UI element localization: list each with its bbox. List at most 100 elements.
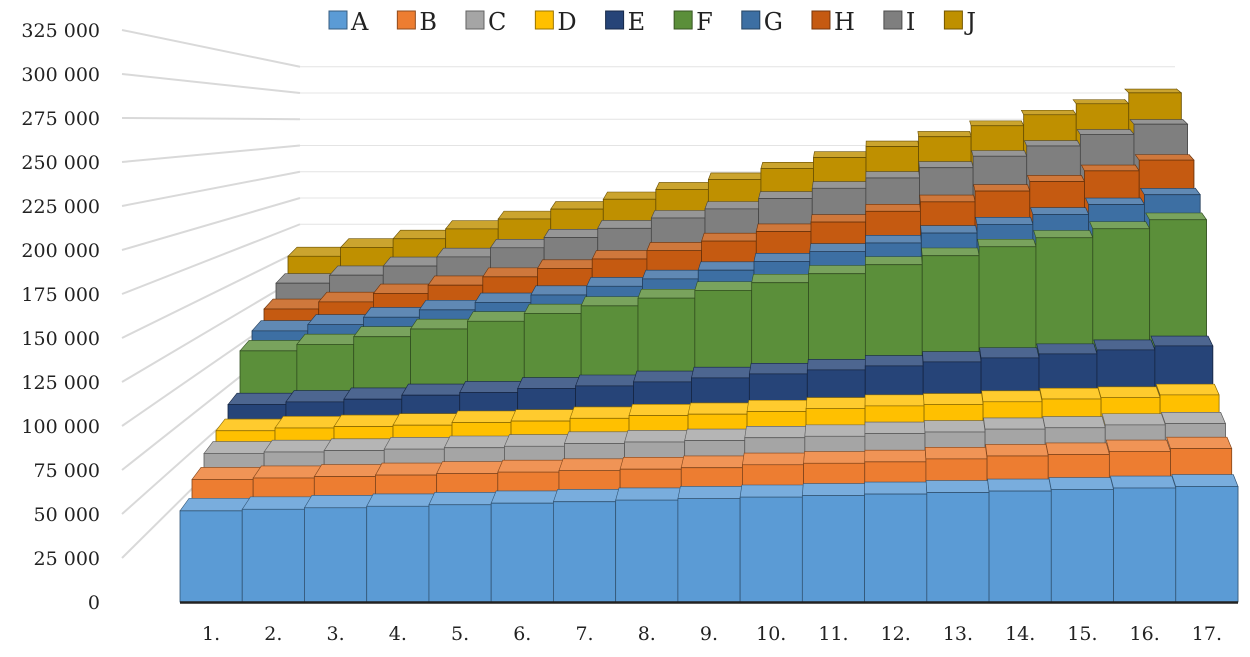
bar-top	[344, 388, 409, 399]
bar-top	[1090, 222, 1150, 229]
bar-top	[802, 484, 864, 496]
bar-top	[334, 415, 400, 427]
bar-top	[634, 371, 694, 382]
gridline-slanted	[122, 146, 300, 163]
bar-top	[647, 242, 704, 250]
bar-top	[976, 217, 1033, 224]
bar-top	[982, 391, 1043, 402]
bar-top	[341, 239, 401, 248]
bar-top	[393, 414, 458, 426]
bar-front	[1176, 486, 1238, 602]
bar-A-5.	[429, 492, 496, 602]
bar-top	[373, 284, 434, 293]
legend-label: C	[488, 8, 506, 36]
legend-label: E	[628, 8, 646, 36]
bar-A-11.	[802, 484, 864, 602]
legend-label: D	[557, 8, 576, 36]
legend-label: F	[696, 8, 713, 36]
bar-top	[804, 452, 865, 464]
bar-top	[252, 321, 316, 331]
bar-A-13.	[926, 481, 989, 602]
bar-top	[384, 437, 450, 449]
bar-top	[809, 265, 866, 273]
bar-top	[1024, 141, 1080, 146]
legend-swatch	[742, 11, 760, 29]
x-tick-label: 15.	[1067, 623, 1097, 645]
bar-top	[745, 426, 806, 437]
bar-front	[180, 511, 242, 602]
bar-top	[446, 221, 504, 229]
bar-top	[980, 348, 1039, 358]
bar-top	[375, 463, 442, 475]
bar-A-4.	[367, 494, 435, 602]
gridline-slanted	[122, 224, 300, 294]
bar-A-17.	[1172, 475, 1238, 602]
bar-top	[180, 498, 250, 510]
bar-top	[685, 429, 747, 441]
bar-top	[813, 152, 866, 158]
bar-top	[452, 411, 516, 422]
bar-front	[1051, 490, 1113, 602]
bar-top	[240, 340, 305, 350]
bar-top	[428, 276, 488, 285]
bar-top	[625, 430, 688, 442]
bar-top	[1102, 414, 1165, 425]
legend-label: B	[419, 8, 437, 36]
bar-top	[538, 260, 597, 269]
bar-top	[1106, 440, 1170, 451]
bar-top	[921, 226, 977, 233]
y-tick-label: 200 000	[21, 240, 100, 262]
bar-A-3.	[304, 495, 373, 602]
bar-top	[1167, 437, 1232, 448]
bar-top	[698, 262, 756, 270]
bar-top	[681, 456, 744, 468]
legend-item-F: F	[674, 8, 713, 36]
legend-item-E: E	[606, 8, 646, 36]
y-tick-label: 50 000	[34, 504, 100, 526]
x-tick-label: 6.	[513, 623, 531, 645]
bar-top	[411, 319, 474, 329]
bar-top	[1151, 336, 1213, 346]
bar-top	[1146, 213, 1207, 220]
bar-top	[922, 248, 980, 256]
legend-swatch	[884, 11, 902, 29]
x-tick-label: 3.	[327, 623, 345, 645]
y-tick-label: 225 000	[21, 196, 100, 218]
bar-top	[264, 440, 331, 452]
bar-top	[972, 151, 1027, 157]
x-tick-label: 5.	[451, 623, 469, 645]
bar-top	[1135, 155, 1194, 160]
y-tick-label: 100 000	[21, 416, 100, 438]
bar-top	[383, 257, 443, 266]
bar-top	[324, 439, 391, 451]
bar-top	[866, 235, 922, 243]
bar-A-14.	[988, 479, 1052, 602]
bar-top	[620, 457, 684, 469]
bar-top	[437, 248, 496, 257]
bar-top	[866, 141, 919, 147]
bar-top	[598, 220, 655, 228]
bar-top	[1031, 208, 1089, 215]
bar-top	[1034, 231, 1093, 238]
bar-A-6.	[491, 491, 557, 602]
legend-item-G: G	[742, 8, 783, 36]
bar-top	[749, 363, 808, 374]
bar-top	[276, 274, 338, 284]
bar-top	[1098, 387, 1160, 398]
bar-top	[204, 442, 272, 454]
bar-top	[807, 359, 865, 369]
bar-top	[984, 418, 1046, 429]
bar-top	[367, 494, 435, 506]
bar-A-1.	[180, 498, 250, 602]
bar-top	[866, 204, 921, 211]
bar-top	[812, 182, 866, 189]
bar-top	[924, 421, 985, 432]
bar-top	[986, 444, 1049, 456]
bar-top	[531, 286, 591, 295]
bar-top	[592, 251, 650, 259]
y-tick-label: 250 000	[21, 152, 100, 174]
bar-top	[216, 419, 283, 431]
bar-top	[865, 257, 922, 265]
